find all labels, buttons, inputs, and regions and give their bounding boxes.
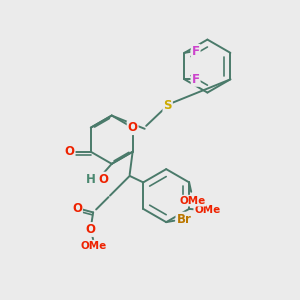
Text: O: O [64, 145, 75, 158]
Text: O: O [86, 223, 96, 236]
Text: OMe: OMe [81, 241, 107, 251]
Text: F: F [192, 73, 200, 86]
Text: O: O [128, 121, 138, 134]
Text: S: S [164, 99, 172, 112]
Text: O: O [72, 202, 82, 214]
Text: OMe: OMe [180, 196, 206, 206]
Text: F: F [192, 45, 200, 58]
Text: OMe: OMe [194, 206, 220, 215]
Text: Br: Br [176, 213, 191, 226]
Text: O: O [99, 172, 109, 186]
Text: H: H [86, 172, 96, 186]
